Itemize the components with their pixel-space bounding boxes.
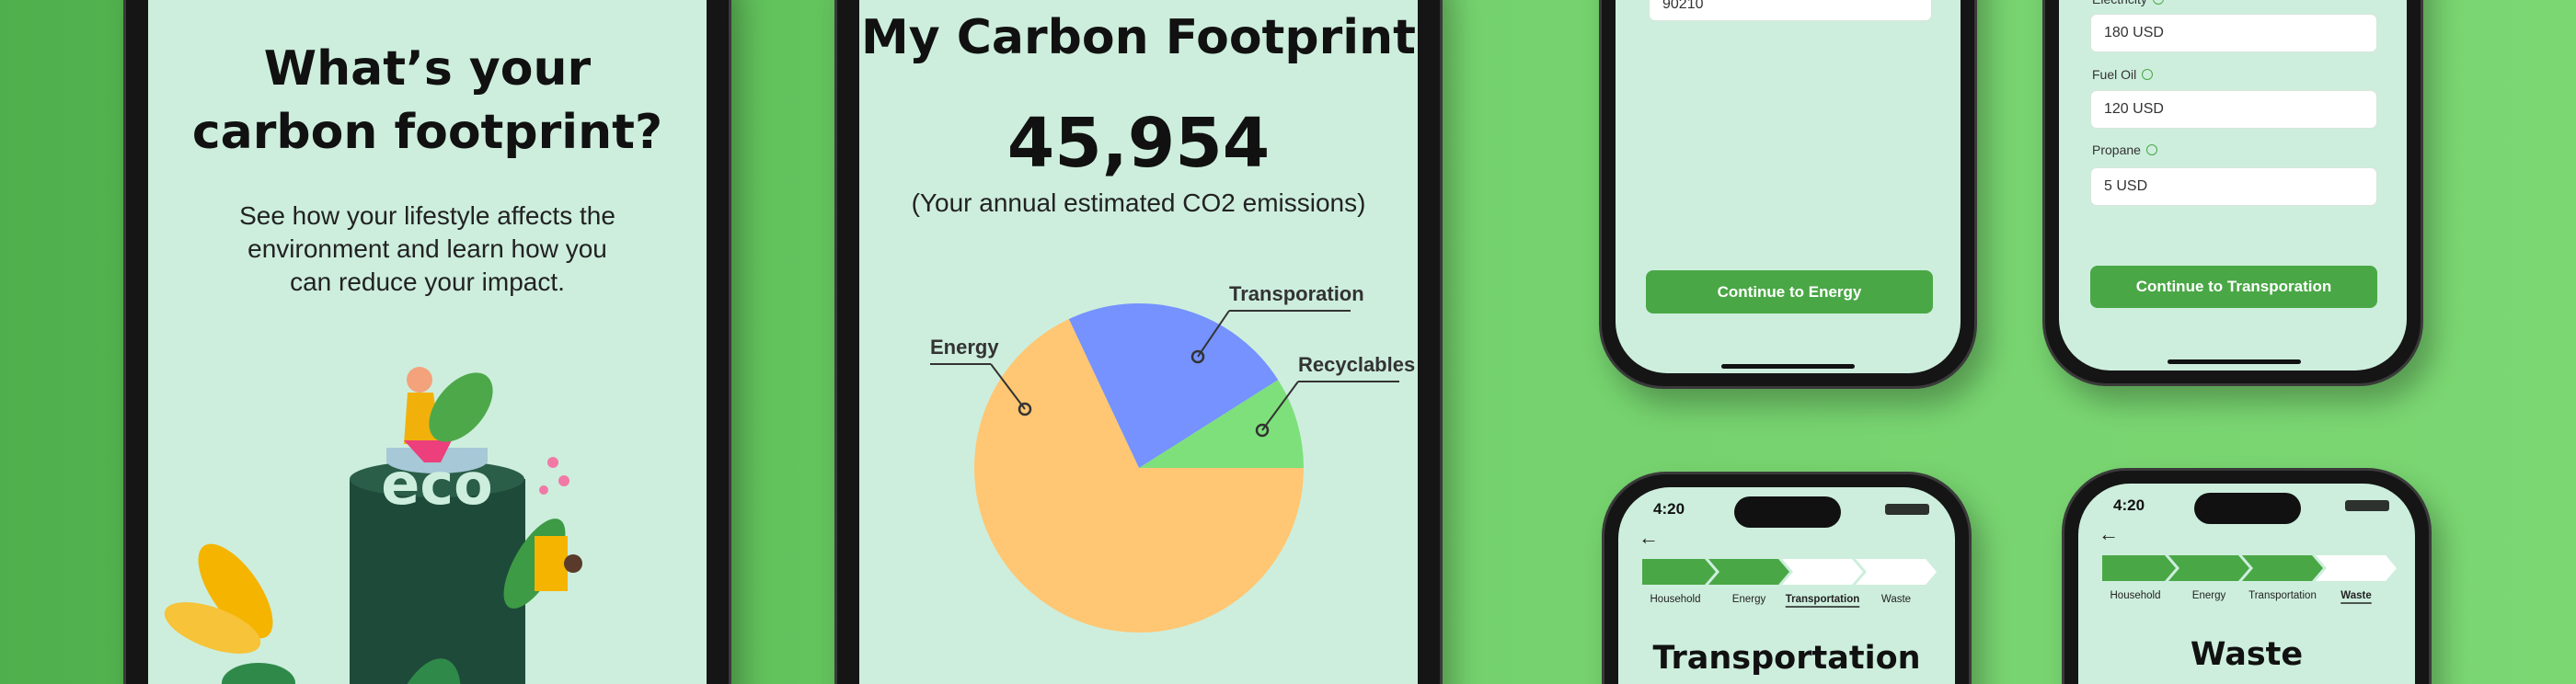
phone-screen: 4:20 ← Household Energy Transportation Wast…	[1618, 487, 1955, 684]
input-value: 5 USD	[2104, 178, 2148, 194]
status-icons	[2345, 500, 2389, 511]
status-time: 4:20	[2113, 496, 2145, 514]
field-label: Fuel Oil	[2092, 67, 2154, 82]
dynamic-island	[1734, 496, 1841, 528]
leader-dot	[1255, 423, 1270, 438]
leader-line	[1197, 310, 1230, 358]
continue-button[interactable]: Continue to Transporation	[2090, 266, 2377, 308]
phone-frame: 4:20 ← Household Energy Transportation Wast…	[2062, 468, 2432, 684]
title-line: carbon footprint?	[191, 105, 663, 160]
field-input[interactable]: 180 USD	[2090, 14, 2377, 52]
phone-frame: My Carbon Footprint 45,954 (Your annual …	[834, 0, 1443, 684]
title-line: What’s your	[263, 41, 592, 97]
step-chevron	[1782, 559, 1863, 585]
pie-slice	[1068, 303, 1279, 468]
input-value: 180 USD	[2104, 25, 2164, 40]
body-line: See how your lifestyle affects the	[239, 201, 615, 230]
field-input[interactable]: 5 USD	[2090, 167, 2377, 206]
step-chevron	[2168, 555, 2249, 581]
phone-screen: What’s your carbon footprint? See how yo…	[148, 0, 707, 684]
label-text: Fuel Oil	[2092, 67, 2137, 82]
status-icons	[1885, 504, 1929, 515]
input-value: 120 USD	[2104, 101, 2164, 117]
field-label: Electricity	[2092, 0, 2164, 6]
illustration: eco	[164, 367, 582, 684]
back-button[interactable]: ←	[2099, 522, 2119, 545]
slice-label: Recyclables	[1298, 353, 1415, 376]
step-label: Household	[2110, 590, 2161, 601]
progress-steps: Household Energy Transportation Waste	[1642, 559, 1937, 608]
step-chevron	[1642, 559, 1716, 585]
step-label: Energy	[2192, 590, 2226, 601]
slice-label: Energy	[930, 336, 999, 359]
step-label: Waste	[2340, 590, 2371, 601]
info-icon[interactable]	[2145, 144, 2157, 155]
step-label: Energy	[1732, 594, 1766, 605]
step-chevron	[1708, 559, 1789, 585]
phone-screen: Electricity 180 USD Fuel Oil 120 USD Pro…	[2059, 0, 2407, 370]
home-indicator	[2168, 359, 2301, 364]
phone-screen: 90210 Continue to Energy	[1616, 0, 1961, 373]
continue-button[interactable]: Continue to Energy	[1646, 270, 1933, 314]
home-indicator	[1721, 364, 1855, 369]
leader-line	[1261, 381, 1299, 431]
field-label: Propane	[2092, 142, 2157, 157]
status-time: 4:20	[1653, 500, 1685, 518]
zip-input[interactable]: 90210	[1649, 0, 1932, 21]
leader-dot	[1190, 349, 1205, 364]
caption: (Your annual estimated CO2 emissions)	[911, 188, 1366, 217]
screen-title: My Carbon Footprint	[860, 10, 1416, 65]
step-label: Transportation	[1786, 594, 1860, 605]
slice-label: Transporation	[1229, 282, 1364, 305]
leader-line	[990, 363, 1026, 410]
progress-steps: Household Energy Transportation Waste	[2102, 555, 2397, 604]
leader-dot	[1018, 402, 1032, 416]
info-icon[interactable]	[2142, 69, 2154, 80]
pie-slice	[1139, 380, 1304, 468]
phone-frame: 90210 Continue to Energy	[1599, 0, 1977, 389]
field-input[interactable]: 120 USD	[2090, 90, 2377, 129]
phone-frame: What’s your carbon footprint? See how yo…	[123, 0, 731, 684]
step-label: Transportation	[2248, 590, 2317, 601]
total-emissions: 45,954	[1006, 104, 1271, 183]
label-text: Propane	[2092, 142, 2141, 157]
phone-screen: 4:20 ← Household Energy Transportation Wast…	[2078, 484, 2415, 684]
step-chevron	[1856, 559, 1937, 585]
screen-title: Waste	[2190, 636, 2304, 673]
pie-slice	[974, 319, 1304, 633]
phone-frame: 4:20 ← Household Energy Transportation Wast…	[1602, 472, 1972, 684]
illustration-label: eco	[381, 450, 492, 518]
label-text: Electricity	[2092, 0, 2147, 6]
step-label: Waste	[1881, 594, 1911, 605]
step-chevron	[2316, 555, 2397, 581]
input-value: 90210	[1662, 0, 1704, 12]
body-line: can reduce your impact.	[290, 268, 565, 296]
body-line: environment and learn how you	[247, 234, 607, 263]
back-button[interactable]: ←	[1639, 526, 1659, 549]
dynamic-island	[2194, 493, 2301, 524]
step-chevron	[2102, 555, 2176, 581]
screen-title: Transportation	[1652, 640, 1921, 677]
phone-frame: Electricity 180 USD Fuel Oil 120 USD Pro…	[2042, 0, 2423, 386]
step-chevron	[2242, 555, 2323, 581]
step-label: Household	[1650, 594, 1701, 605]
